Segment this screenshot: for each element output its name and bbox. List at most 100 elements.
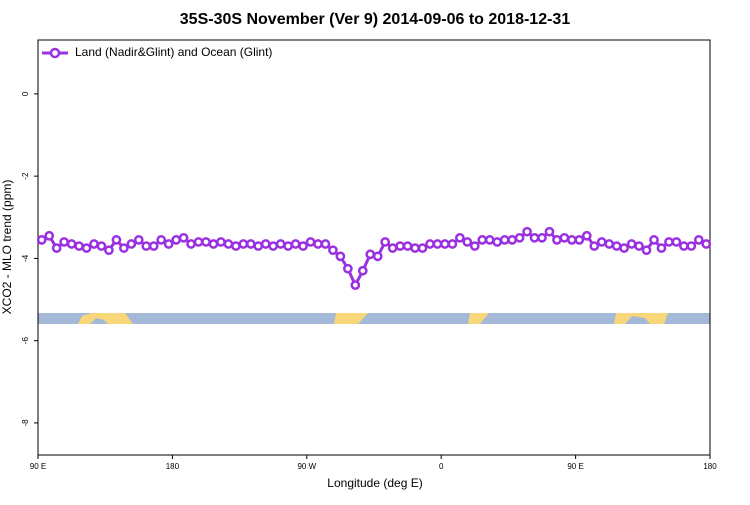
data-point [44,230,55,241]
x-tick-label: 90 W [297,462,316,471]
data-point [447,239,458,249]
data-point [477,235,488,245]
data-point [626,239,637,249]
data-point [469,241,480,251]
data-point [245,239,256,249]
data-point [492,237,503,247]
data-point [544,226,555,237]
data-point [604,239,615,249]
data-point [432,239,443,249]
data-point [335,251,346,262]
plot-frame [37,39,711,456]
data-point [537,232,547,243]
data-point [440,239,450,249]
data-point [514,232,525,243]
data-point [634,241,644,251]
data-point [328,245,338,256]
data-point [649,235,659,245]
data-point [186,239,196,249]
land-patch [468,313,489,324]
y-tick-label: -4 [21,254,30,262]
data-point [552,235,562,245]
ocean-strip [38,313,710,324]
data-point [365,249,376,260]
data-point [686,241,697,251]
data-point [260,239,271,249]
data-point [66,239,77,249]
data-point [589,241,600,251]
data-point [253,241,264,251]
data-point [178,232,189,243]
data-point [664,237,674,247]
data-point [350,280,361,290]
data-point [417,243,428,253]
data-point [522,226,532,237]
y-tick-label: -8 [21,419,30,427]
data-point [133,235,144,245]
data-point [275,239,286,249]
data-point [455,232,465,243]
legend: Land (Nadir&Glint) and Ocean (Glint) [42,45,272,59]
data-point [305,237,316,247]
data-point [484,235,495,245]
data-point [462,237,473,247]
data-point [268,241,279,251]
land-patch [334,313,368,324]
data-point [611,241,622,251]
x-tick-label: 90 E [567,462,583,471]
data-point [641,245,652,256]
data-point [402,241,413,251]
legend-label: Land (Nadir&Glint) and Ocean (Glint) [75,45,272,59]
data-point [679,241,689,251]
data-point [156,235,167,245]
y-tick-label: -2 [21,172,30,180]
data-point [372,251,383,262]
data-point [283,241,293,251]
data-point [51,243,62,253]
data-point [425,239,435,249]
data-point [111,235,122,245]
data-point [320,239,331,249]
x-tick-label: 0 [439,462,444,471]
chart-title: 35S-30S November (Ver 9) 2014-09-06 to 2… [180,11,571,28]
data-point [59,237,69,247]
data-point [574,235,585,245]
data-point [410,243,420,253]
x-axis-label: Longitude (deg E) [327,476,422,490]
data-point [148,241,159,251]
data-point [36,235,47,245]
x-tick-label: 180 [166,462,180,471]
data-point [380,237,391,247]
data-point [238,239,249,249]
land-ocean-strip [38,313,710,324]
data-point [96,241,107,251]
y-axis-label: XCO2 - MLO trend (ppm) [0,180,14,315]
data-point [559,232,570,243]
data-point [529,232,540,243]
data-point [395,241,405,251]
x-tick-label: 90 E [30,462,46,471]
data-point [596,237,607,247]
data-point [201,237,211,247]
data-point [656,243,667,253]
x-tick-label: 180 [703,462,717,471]
y-tick-label: 0 [21,91,30,96]
data-point [313,239,323,249]
data-point [701,239,712,249]
data-point [567,235,577,245]
data-point [119,243,129,253]
data-point [619,243,629,253]
data-point [343,263,353,274]
data-point [171,235,181,245]
y-tick-label: -6 [21,337,30,345]
data-point [693,235,704,245]
land-patch [78,313,133,324]
data-point [507,235,517,245]
data-point [193,237,204,247]
data-point [290,239,301,249]
data-point [104,245,114,256]
data-point [163,239,174,249]
data-point [208,239,219,249]
data-point [499,235,510,245]
